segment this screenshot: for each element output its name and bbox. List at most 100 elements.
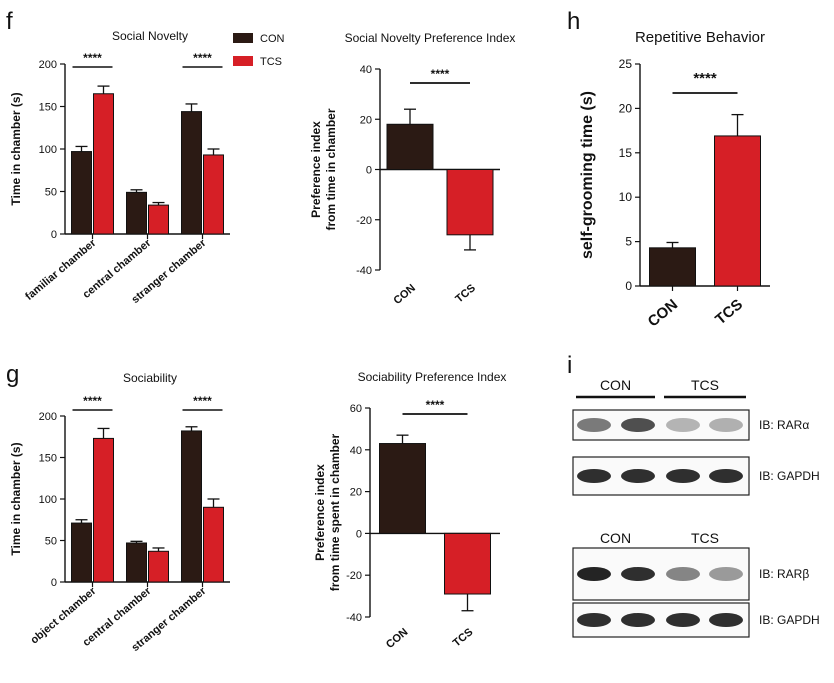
chart-repetitive-behavior: Repetitive Behavior 0 5 10 15 20 25 self-groomi… [579,29,770,330]
x-tick-label: TCS [451,626,476,649]
legend-swatch-tcs [233,56,253,66]
bar-tcs [444,532,491,595]
y-tick-label: 50 [45,187,57,199]
blot-band [709,567,743,581]
bar-tcs [714,135,761,287]
y-tick-label: 20 [350,487,362,499]
chart-title: Repetitive Behavior [635,29,765,46]
x-tick-label: CON [384,626,410,651]
y-tick-label: 15 [619,146,633,160]
legend-label-con: CON [260,33,285,45]
y-tick-label: 100 [39,494,57,506]
y-tick-label: 60 [350,403,362,415]
blot-band [621,567,655,581]
y-tick-label: -40 [346,612,362,624]
blot-row-label: IB: RARβ [759,567,809,581]
legend-label-tcs: TCS [260,56,282,68]
panel-letter-h: h [567,8,580,35]
blot-band [577,418,611,432]
panel-letter-g: g [6,361,19,388]
significance-label: **** [83,51,102,65]
panel-letter-f: f [6,8,13,35]
y-tick-label: 20 [360,114,372,126]
y-tick-label: 10 [619,190,633,204]
y-tick-label: 0 [51,577,57,589]
y-tick-label: 150 [39,453,57,465]
western-blot: CON TCS IB: RARα IB: GAPDH CON TCS IB: RARβ IB:… [572,377,820,638]
bar-con [71,151,92,235]
y-tick-label: 0 [366,165,372,177]
blot-band [577,613,611,627]
blot-band [621,469,655,483]
y-tick-label: -40 [356,265,372,277]
y-axis-label: Time in chamber (s) [9,442,23,555]
significance-label: **** [193,51,212,65]
y-tick-label: -20 [346,570,362,582]
bar-tcs [203,506,224,583]
significance-label: **** [431,67,450,81]
chart-title: Social Novelty Preference Index [345,31,516,45]
blot-group-label: TCS [691,377,719,393]
x-tick-label: CON [645,296,681,330]
chart-title: Sociability [123,371,177,385]
y-tick-label: 0 [625,279,632,293]
bar-con [386,123,434,170]
blot-band [621,418,655,432]
y-tick-label: 40 [350,445,362,457]
bar-tcs [446,169,494,236]
blot-band [709,469,743,483]
y-axis-label: self-grooming time (s) [579,91,596,259]
blot-row-label: IB: RARα [759,418,809,432]
blot-row-label: IB: GAPDH [759,469,820,483]
blot-band [621,613,655,627]
bar-con [126,542,147,583]
blot-band [666,418,700,432]
bar-tcs [148,550,169,583]
y-tick-label: 200 [39,59,57,71]
y-tick-label: 25 [619,57,633,71]
chart-social-novelty: Social Novelty 0 50 100 150 200 Time in chambe… [9,29,230,306]
blot-band [577,567,611,581]
chart-sociability: Sociability 0 50 100 150 200 Time in chamber (… [9,371,230,654]
blot-group-label: CON [600,530,631,546]
chart-social-novelty-preference-index: Social Novelty Preference Index -40 -20 0 20… [309,31,515,307]
bar-con [379,443,426,534]
bar-con [71,522,92,583]
bar-tcs [93,437,114,583]
blot-group-label: TCS [691,530,719,546]
y-tick-label: 20 [619,101,633,115]
bar-tcs [93,93,114,235]
blot-band [666,613,700,627]
blot-group-label: CON [600,377,631,393]
bar-tcs [148,204,169,235]
x-tick-label: TCS [712,296,746,328]
bar-con [181,430,202,583]
y-tick-label: 200 [39,411,57,423]
y-tick-label: 0 [51,229,57,241]
chart-title: Social Novelty [112,29,188,43]
x-tick-label: CON [391,282,417,307]
chart-title: Sociability Preference Index [358,370,507,384]
bar-con [181,111,202,235]
y-axis-label-line: from time spent in chamber [328,433,342,591]
legend: CON TCS [233,33,285,68]
y-axis-label-line: from time in chamber [324,108,338,230]
significance-label: **** [693,70,717,87]
significance-label: **** [426,398,445,412]
chart-sociability-preference-index: Sociability Preference Index -40 -20 0 20 40 6… [313,370,506,651]
bar-con [126,191,147,235]
legend-swatch-con [233,33,253,43]
panel-letter-i: i [567,352,572,379]
y-tick-label: 150 [39,102,57,114]
significance-label: **** [193,394,212,408]
y-tick-label: 5 [625,235,632,249]
y-axis-label-line: Preference index [309,121,323,218]
x-tick-label: TCS [453,282,478,305]
y-axis-label: Time in chamber (s) [9,92,23,205]
significance-label: **** [83,394,102,408]
y-tick-label: -20 [356,215,372,227]
y-axis-label-line: Preference index [313,464,327,561]
blot-band [666,469,700,483]
blot-band [709,613,743,627]
